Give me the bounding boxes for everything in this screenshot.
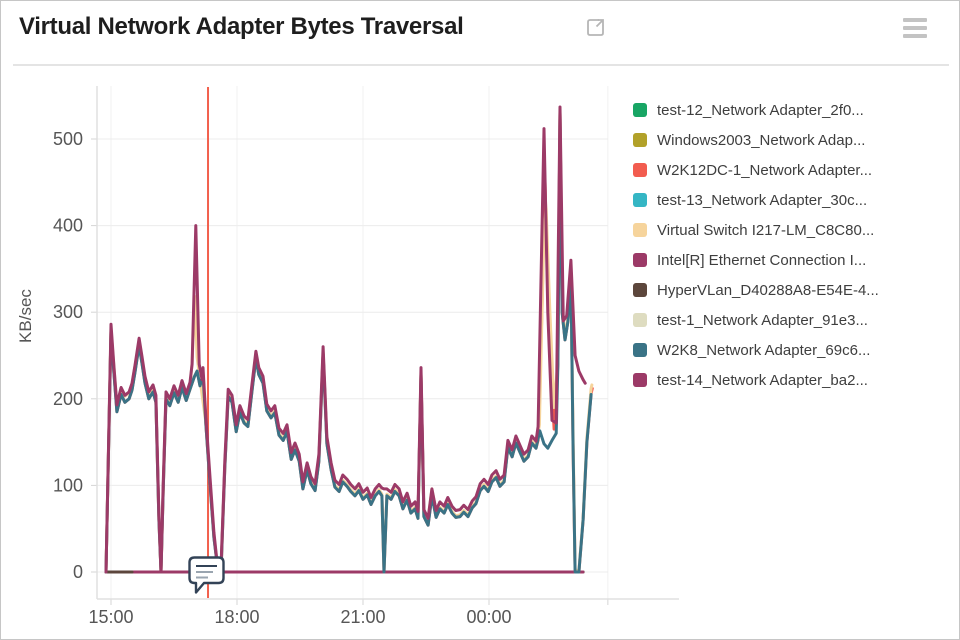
series-line-W2K8: [104, 110, 593, 574]
legend-swatch-icon: [633, 103, 647, 117]
legend-item-VirtualSwitch[interactable]: Virtual Switch I217-LM_C8C80...: [633, 215, 879, 245]
legend-label: test-13_Network Adapter_30c...: [657, 191, 868, 209]
menu-bar: [903, 26, 927, 30]
legend-swatch-icon: [633, 223, 647, 237]
external-link-icon[interactable]: [584, 16, 607, 39]
y-tick-label: 500: [53, 129, 83, 149]
legend-item-W2K12DC-1[interactable]: W2K12DC-1_Network Adapter...: [633, 155, 879, 185]
y-axis-title: KB/sec: [16, 289, 35, 343]
legend-label: test-12_Network Adapter_2f0...: [657, 101, 864, 119]
legend-item-test-12[interactable]: test-12_Network Adapter_2f0...: [633, 95, 879, 125]
series-line-W2K12DC-1: [104, 110, 594, 574]
y-tick-label: 400: [53, 216, 83, 236]
legend-label: Virtual Switch I217-LM_C8C80...: [657, 221, 875, 239]
legend-swatch-icon: [633, 343, 647, 357]
y-tick-label: 0: [73, 562, 83, 582]
legend-swatch-icon: [633, 283, 647, 297]
x-tick-label: 21:00: [340, 607, 385, 627]
series-line-VirtualSwitch: [104, 108, 594, 572]
legend-label: test-14_Network Adapter_ba2...: [657, 371, 868, 389]
legend-swatch-icon: [633, 133, 647, 147]
legend-item-test-13[interactable]: test-13_Network Adapter_30c...: [633, 185, 879, 215]
y-tick-label: 300: [53, 302, 83, 322]
page-title: Virtual Network Adapter Bytes Traversal: [19, 13, 464, 40]
hamburger-menu-icon[interactable]: [903, 18, 927, 40]
legend-label: HyperVLan_D40288A8-E54E-4...: [657, 281, 879, 299]
legend-label: Intel[R] Ethernet Connection I...: [657, 251, 867, 269]
header-separator: [13, 64, 949, 66]
legend-label: test-1_Network Adapter_91e3...: [657, 311, 868, 329]
y-tick-label: 100: [53, 475, 83, 495]
x-tick-label: 00:00: [466, 607, 511, 627]
series-line-test-14: [104, 105, 587, 574]
legend-item-W2K8[interactable]: W2K8_Network Adapter_69c6...: [633, 335, 879, 365]
menu-bar: [903, 18, 927, 22]
legend-item-test-14[interactable]: test-14_Network Adapter_ba2...: [633, 365, 879, 395]
legend-item-test-1[interactable]: test-1_Network Adapter_91e3...: [633, 305, 879, 335]
legend-item-HyperVLan[interactable]: HyperVLan_D40288A8-E54E-4...: [633, 275, 879, 305]
comment-annotation-icon[interactable]: [188, 556, 225, 594]
legend-swatch-icon: [633, 193, 647, 207]
widget-header: Virtual Network Adapter Bytes Traversal: [1, 1, 959, 66]
chart-legend: test-12_Network Adapter_2f0... Windows200…: [633, 95, 879, 395]
legend-swatch-icon: [633, 163, 647, 177]
y-tick-label: 200: [53, 389, 83, 409]
legend-label: Windows2003_Network Adap...: [657, 131, 866, 149]
legend-swatch-icon: [633, 313, 647, 327]
legend-item-Intel[interactable]: Intel[R] Ethernet Connection I...: [633, 245, 879, 275]
legend-swatch-icon: [633, 373, 647, 387]
legend-swatch-icon: [633, 253, 647, 267]
legend-label: W2K12DC-1_Network Adapter...: [657, 161, 873, 179]
x-tick-label: 18:00: [214, 607, 259, 627]
menu-bar: [903, 34, 927, 38]
legend-item-Windows2003[interactable]: Windows2003_Network Adap...: [633, 125, 879, 155]
legend-label: W2K8_Network Adapter_69c6...: [657, 341, 871, 359]
x-tick-label: 15:00: [88, 607, 133, 627]
